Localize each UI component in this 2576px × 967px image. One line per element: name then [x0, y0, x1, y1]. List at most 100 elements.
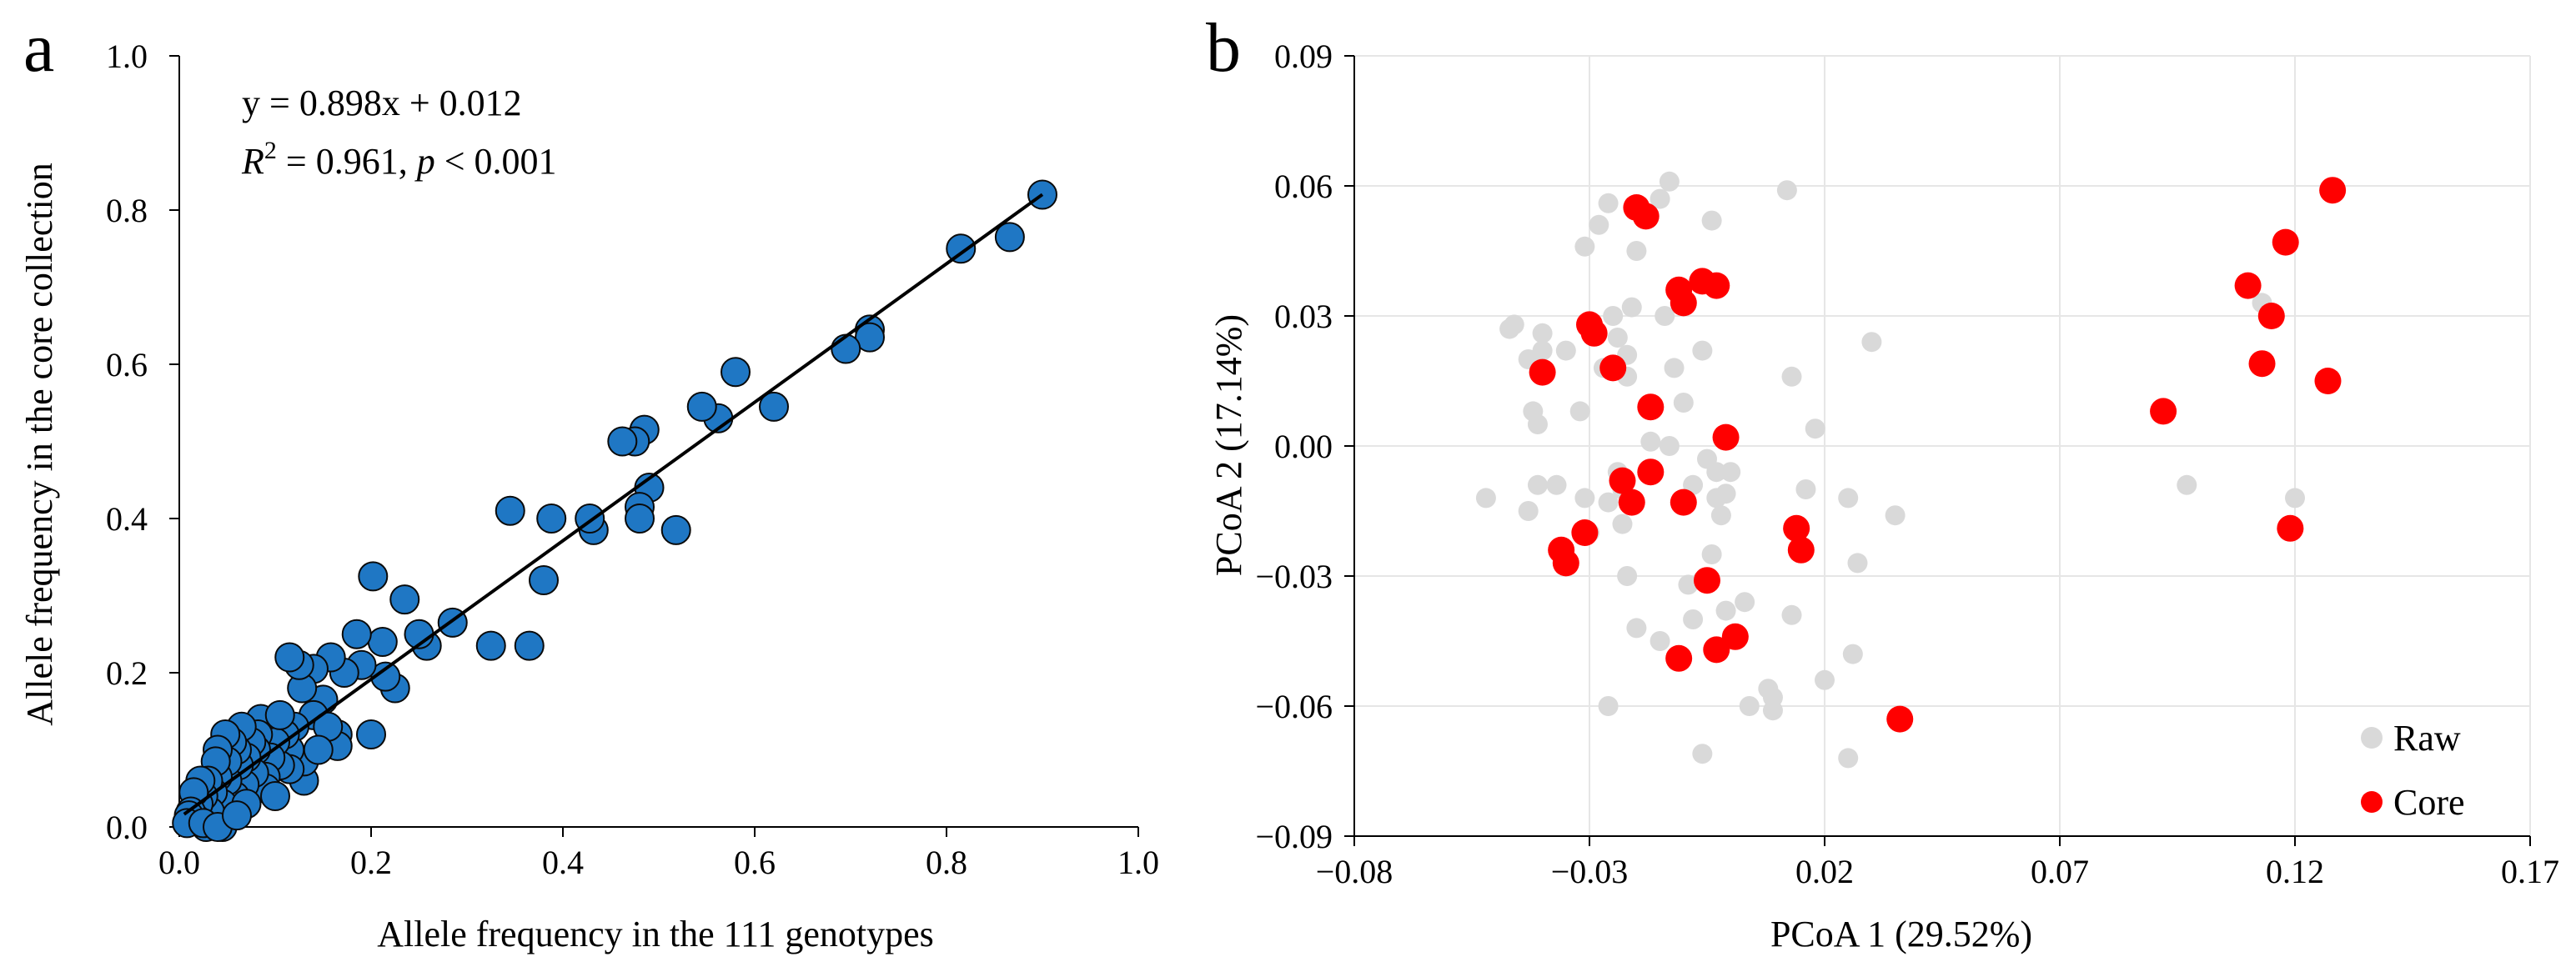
data-point — [721, 357, 751, 388]
raw-point — [1527, 474, 1548, 495]
y-tick-label: 0.06 — [1274, 168, 1333, 205]
data-point — [370, 661, 401, 692]
panel-b: b −0.08 −0.03 0.02 0.07 0.12 0.17−0.09−0.06−0… — [1206, 9, 2559, 954]
raw-point — [1504, 314, 1524, 335]
data-point — [495, 495, 525, 526]
y-tick-label: 0.09 — [1274, 38, 1333, 75]
raw-point — [1673, 393, 1694, 413]
legend-core-marker — [2361, 791, 2383, 813]
legend-raw-marker — [2361, 727, 2383, 749]
data-point — [994, 222, 1025, 253]
raw-point — [1664, 358, 1685, 378]
core-point — [2319, 177, 2347, 204]
panel-a-stats: R2 = 0.961, p < 0.001 — [241, 137, 557, 182]
data-point — [514, 630, 545, 661]
core-point — [2277, 514, 2304, 542]
core-point — [1703, 636, 1730, 664]
core-point — [1618, 489, 1645, 516]
raw-point — [1701, 210, 1722, 231]
core-point — [1670, 489, 1697, 516]
x-tick-label: 0.02 — [1795, 853, 1854, 890]
panel-b-core-series — [1529, 177, 2347, 733]
raw-point — [1842, 644, 1863, 664]
core-point — [1571, 519, 1599, 546]
data-point — [356, 719, 386, 749]
core-point — [2314, 368, 2342, 394]
raw-point — [1715, 600, 1736, 621]
raw-point — [1574, 236, 1595, 257]
data-point — [303, 734, 334, 765]
data-point — [759, 391, 789, 422]
core-point — [2234, 272, 2262, 299]
core-point — [1665, 644, 1693, 672]
x-tick-label: 0.4 — [542, 844, 584, 881]
raw-point — [1532, 340, 1553, 361]
raw-point — [1598, 492, 1619, 513]
data-point — [625, 504, 655, 534]
raw-point — [1574, 488, 1595, 509]
panel-a-label: a — [23, 9, 54, 87]
raw-point — [1762, 700, 1783, 721]
raw-point — [1659, 436, 1680, 456]
raw-point — [1715, 484, 1736, 504]
y-tick-label: 1.0 — [106, 38, 148, 75]
raw-point — [1795, 479, 1816, 499]
panel-a-points — [172, 179, 1057, 842]
r-squared-superscript: 2 — [264, 137, 277, 164]
raw-point — [1710, 505, 1731, 526]
raw-point — [1555, 340, 1576, 361]
core-point — [1609, 467, 1636, 494]
x-tick-label: 0.17 — [2501, 853, 2559, 890]
data-point — [855, 322, 885, 353]
raw-point — [1781, 604, 1802, 625]
panel-a-axes — [178, 56, 1138, 828]
data-point — [367, 627, 398, 657]
raw-point — [1735, 592, 1755, 613]
raw-point — [1532, 323, 1553, 343]
legend-core-label: Core — [2393, 782, 2465, 823]
raw-point — [1720, 462, 1741, 483]
core-point — [1637, 393, 1665, 421]
raw-point — [1518, 501, 1539, 521]
data-point — [475, 630, 506, 661]
y-tick-label: −0.06 — [1255, 688, 1333, 725]
panel-b-y-axis-label: PCoA 2 (17.14%) — [1208, 314, 1249, 576]
data-point — [358, 561, 389, 592]
panel-a-regression — [183, 193, 1044, 816]
core-point — [1694, 567, 1720, 594]
raw-point — [1621, 297, 1642, 318]
core-point — [1712, 423, 1740, 451]
data-point — [831, 333, 861, 364]
raw-point — [1546, 474, 1567, 495]
raw-point — [1617, 566, 1638, 586]
raw-point — [1640, 431, 1661, 452]
raw-point — [1569, 401, 1590, 422]
panel-a-y-axis-label: Allele frequency in the core collection — [19, 163, 60, 726]
p-symbol: p — [414, 141, 435, 182]
data-point — [946, 233, 977, 264]
raw-point — [1475, 488, 1496, 509]
data-point — [264, 699, 295, 730]
core-point — [2257, 303, 2285, 329]
raw-point — [1598, 193, 1619, 213]
core-point — [1552, 549, 1579, 577]
y-tick-label: 0.4 — [106, 500, 148, 538]
data-point — [686, 391, 717, 422]
raw-point — [1603, 306, 1624, 326]
y-tick-label: 0.8 — [106, 192, 148, 229]
raw-point — [1847, 553, 1868, 574]
data-point — [222, 800, 252, 831]
data-point — [536, 504, 567, 534]
panel-b-raw-series — [1475, 171, 2305, 769]
x-tick-label: −0.03 — [1551, 853, 1629, 890]
raw-point — [1776, 180, 1797, 201]
raw-point — [1838, 748, 1859, 769]
r-squared-symbol: R — [241, 141, 264, 182]
raw-point — [1861, 332, 1882, 353]
legend-raw-label: Raw — [2393, 718, 2461, 759]
regression-line — [183, 193, 1044, 816]
raw-point — [2285, 488, 2305, 509]
raw-point — [1683, 609, 1704, 629]
x-tick-label: 1.0 — [1117, 844, 1159, 881]
